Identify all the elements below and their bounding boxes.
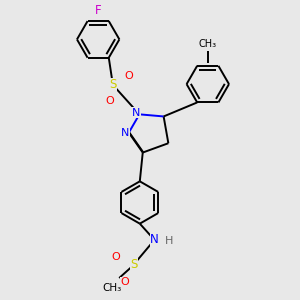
Text: O: O bbox=[106, 96, 114, 106]
Text: CH₃: CH₃ bbox=[199, 39, 217, 49]
Text: S: S bbox=[130, 258, 138, 271]
Text: N: N bbox=[132, 108, 140, 118]
Text: N: N bbox=[121, 128, 130, 138]
Text: F: F bbox=[95, 4, 101, 17]
Text: H: H bbox=[165, 236, 173, 246]
Text: N: N bbox=[150, 233, 159, 246]
Text: O: O bbox=[121, 278, 130, 287]
Text: S: S bbox=[109, 78, 117, 92]
Text: CH₃: CH₃ bbox=[102, 283, 122, 293]
Text: O: O bbox=[125, 71, 134, 81]
Text: O: O bbox=[112, 252, 121, 262]
